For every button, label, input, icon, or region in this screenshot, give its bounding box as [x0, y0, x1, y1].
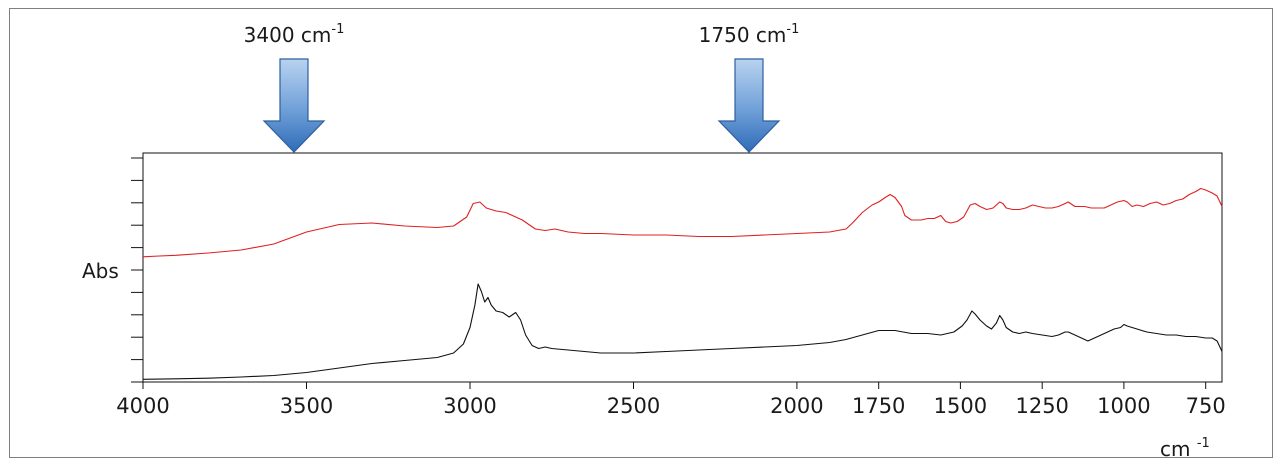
spectrum-line-2 [142, 283, 1223, 380]
spectrum-line-1 [142, 187, 1223, 258]
annotation-text: 1750 cm [699, 23, 787, 47]
annotation-label-2: 1750 cm-1 [699, 22, 800, 47]
annotation-superscript: -1 [786, 22, 799, 37]
x-axis-label-sup: -1 [1197, 436, 1210, 451]
plot-area [142, 152, 1223, 383]
annotation-superscript: -1 [331, 22, 344, 37]
x-tick-label: 2500 [607, 394, 660, 418]
x-axis-ticks: 4000 3500 3000 2500 2000 1750 1500 1250 1000 750 [116, 382, 1226, 418]
x-tick-label: 4000 [116, 394, 169, 418]
down-arrow-icon [717, 58, 781, 153]
x-tick-label: 3000 [443, 394, 496, 418]
down-arrow-2 [717, 58, 781, 153]
x-tick-label: 1250 [1015, 394, 1068, 418]
x-axis-label: cm -1 [1160, 436, 1210, 461]
annotation-text: 3400 cm [244, 23, 332, 47]
annotation-layer: 3400 cm-1 1750 cm-1 [244, 22, 800, 153]
x-tick-label: 1000 [1097, 394, 1150, 418]
down-arrow-1 [262, 58, 326, 153]
down-arrow-icon [262, 58, 326, 153]
y-axis-ticks [131, 157, 143, 383]
y-axis-label: Abs [82, 259, 119, 283]
chart-frame [9, 8, 1273, 458]
plot-border [142, 152, 1223, 383]
x-tick-label: 750 [1186, 394, 1226, 418]
x-axis-label-main: cm [1160, 437, 1190, 461]
x-tick-label: 1500 [934, 394, 987, 418]
series-layer [142, 187, 1223, 380]
x-tick-label: 3500 [280, 394, 333, 418]
x-tick-label: 1750 [852, 394, 905, 418]
annotation-label-1: 3400 cm-1 [244, 22, 345, 47]
x-tick-label: 2000 [770, 394, 823, 418]
